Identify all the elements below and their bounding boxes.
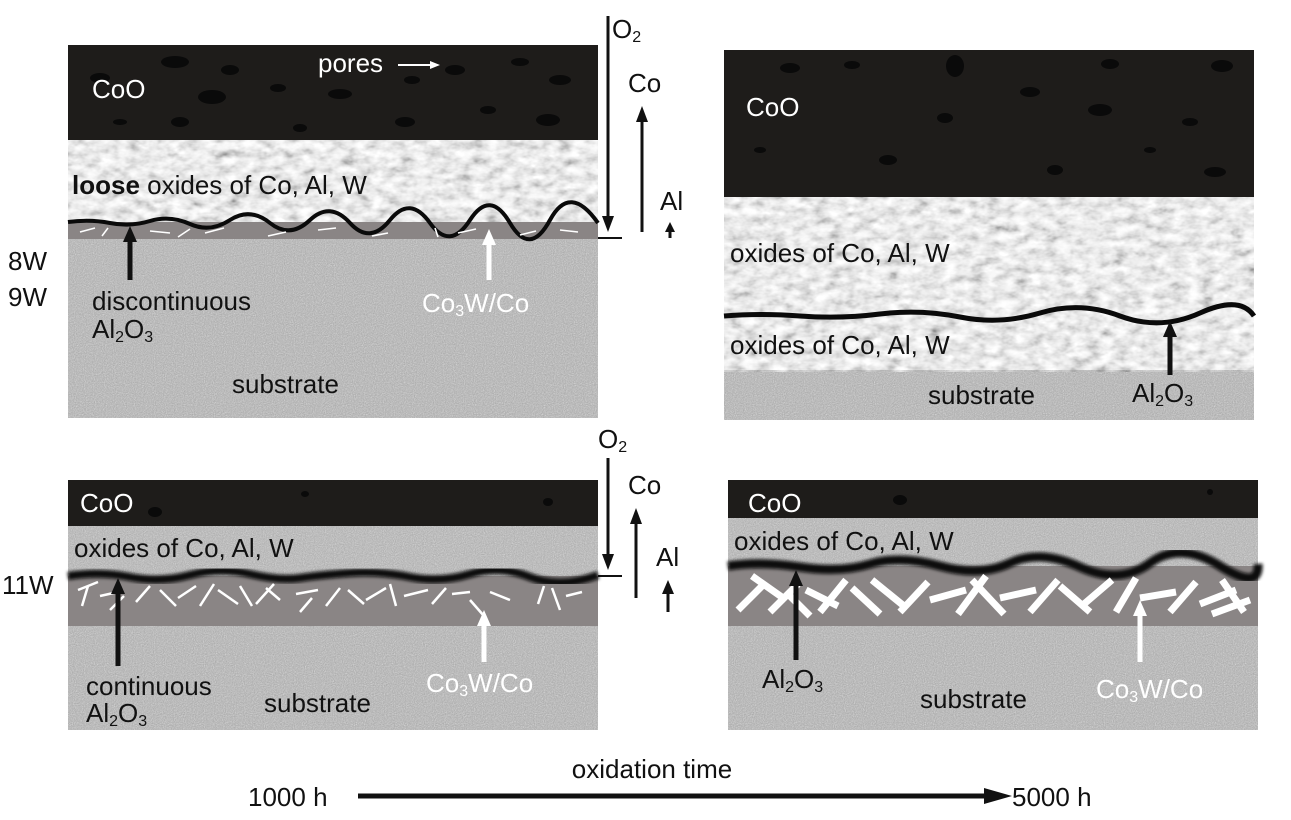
al2o3-arrow-head <box>789 570 803 586</box>
substrate-label: substrate <box>928 380 1035 410</box>
oxides-label: oxides of Co, Al, W <box>74 533 294 563</box>
time-axis-label: oxidation time <box>572 754 732 784</box>
al2o3-line <box>723 302 1257 326</box>
substrate-texture <box>724 370 1254 420</box>
al-label: Al <box>656 542 679 572</box>
co3w-arrow-head <box>1133 600 1147 616</box>
discontinuous-al2o3-line <box>67 200 600 242</box>
lower-oxides-label: oxides of Co, Al, W <box>730 330 950 360</box>
coo-label: CoO <box>746 92 799 122</box>
al2o3-label: Al2O3 <box>86 698 147 730</box>
o2-arrow-head <box>602 554 614 570</box>
al-label: Al <box>660 186 683 216</box>
co-arrow-head <box>630 508 642 524</box>
oxide-layer <box>724 195 1254 372</box>
time-axis: oxidation time 1000 h 5000 h <box>248 754 1092 812</box>
oxide-texture <box>728 517 1258 567</box>
pores-arrow-head <box>430 61 440 69</box>
coo-label: CoO <box>80 488 133 518</box>
substrate-label: substrate <box>232 369 339 399</box>
continuous-arrow-head <box>111 578 125 594</box>
substrate-label: substrate <box>920 684 1027 714</box>
coo-label: CoO <box>748 488 801 518</box>
continuous-al2o3-line <box>67 566 600 587</box>
substrate-texture <box>68 626 598 730</box>
alloy-9w-label: 9W <box>8 282 47 312</box>
co-label: Co <box>628 470 661 500</box>
al2o3-arrow-head <box>1163 321 1177 337</box>
al2o3-line <box>727 548 1263 583</box>
co3w-label: Co3W/Co <box>422 288 529 320</box>
al2o3-label: Al2O3 <box>1132 378 1193 410</box>
panel-top-left: CoO pores loose oxides of Co, Al, W disc… <box>67 45 600 418</box>
discontinuous-arrow-head <box>123 226 137 242</box>
time-arrow-head <box>984 788 1012 804</box>
o2-label: O2 <box>612 14 641 46</box>
substrate-label: substrate <box>264 688 371 718</box>
co3w-needles <box>79 227 579 238</box>
pores-label: pores <box>318 48 383 78</box>
co-label: Co <box>628 68 661 98</box>
interlayer <box>68 576 598 626</box>
pores <box>90 56 571 132</box>
al-arrow-head <box>662 580 674 594</box>
alloy-8w-label: 8W <box>8 246 47 276</box>
panel-bottom-right: CoO oxides of Co, Al, W Al2O3 Co3W/Co su… <box>727 480 1263 730</box>
continuous-label: continuous <box>86 671 212 701</box>
upper-oxides-label: oxides of Co, Al, W <box>730 238 950 268</box>
discontinuous-label: discontinuous <box>92 286 251 316</box>
o2-label: O2 <box>598 424 627 456</box>
coo-layer <box>724 50 1254 197</box>
substrate-texture <box>68 238 598 418</box>
time-start-label: 1000 h <box>248 782 328 812</box>
pores <box>148 491 553 517</box>
flux-arrows-bottom: O2 Co Al <box>598 424 679 612</box>
flux-arrows-top: O2 Co Al <box>598 14 683 239</box>
loose-oxides-label: loose oxides of Co, Al, W <box>72 170 367 200</box>
alloy-11w-label: 11W <box>2 570 54 600</box>
o2-arrow-head <box>602 216 614 232</box>
coo-layer <box>68 480 598 526</box>
coo-layer <box>728 480 1258 518</box>
al2o3-label: Al2O3 <box>762 664 823 696</box>
panel-bottom-left: CoO oxides of Co, Al, W continuous Al2O3… <box>67 480 600 730</box>
co3w-arrow-head <box>482 229 496 245</box>
coo-label: CoO <box>92 74 145 104</box>
panel-top-right: CoO oxides of Co, Al, W oxides of Co, Al… <box>723 50 1257 420</box>
time-end-label: 5000 h <box>1012 782 1092 812</box>
co3w-needles <box>735 573 1252 619</box>
co3w-label: Co3W/Co <box>1096 674 1203 706</box>
oxides-label: oxides of Co, Al, W <box>734 526 954 556</box>
al-arrow-head <box>665 222 675 232</box>
co-arrow-head <box>636 106 648 122</box>
co3w-label: Co3W/Co <box>426 668 533 700</box>
substrate-texture <box>728 626 1258 730</box>
pores <box>754 55 1233 177</box>
pores <box>893 489 1213 505</box>
co3w-arrow-head <box>477 610 491 626</box>
al2o3-label: Al2O3 <box>92 314 153 346</box>
